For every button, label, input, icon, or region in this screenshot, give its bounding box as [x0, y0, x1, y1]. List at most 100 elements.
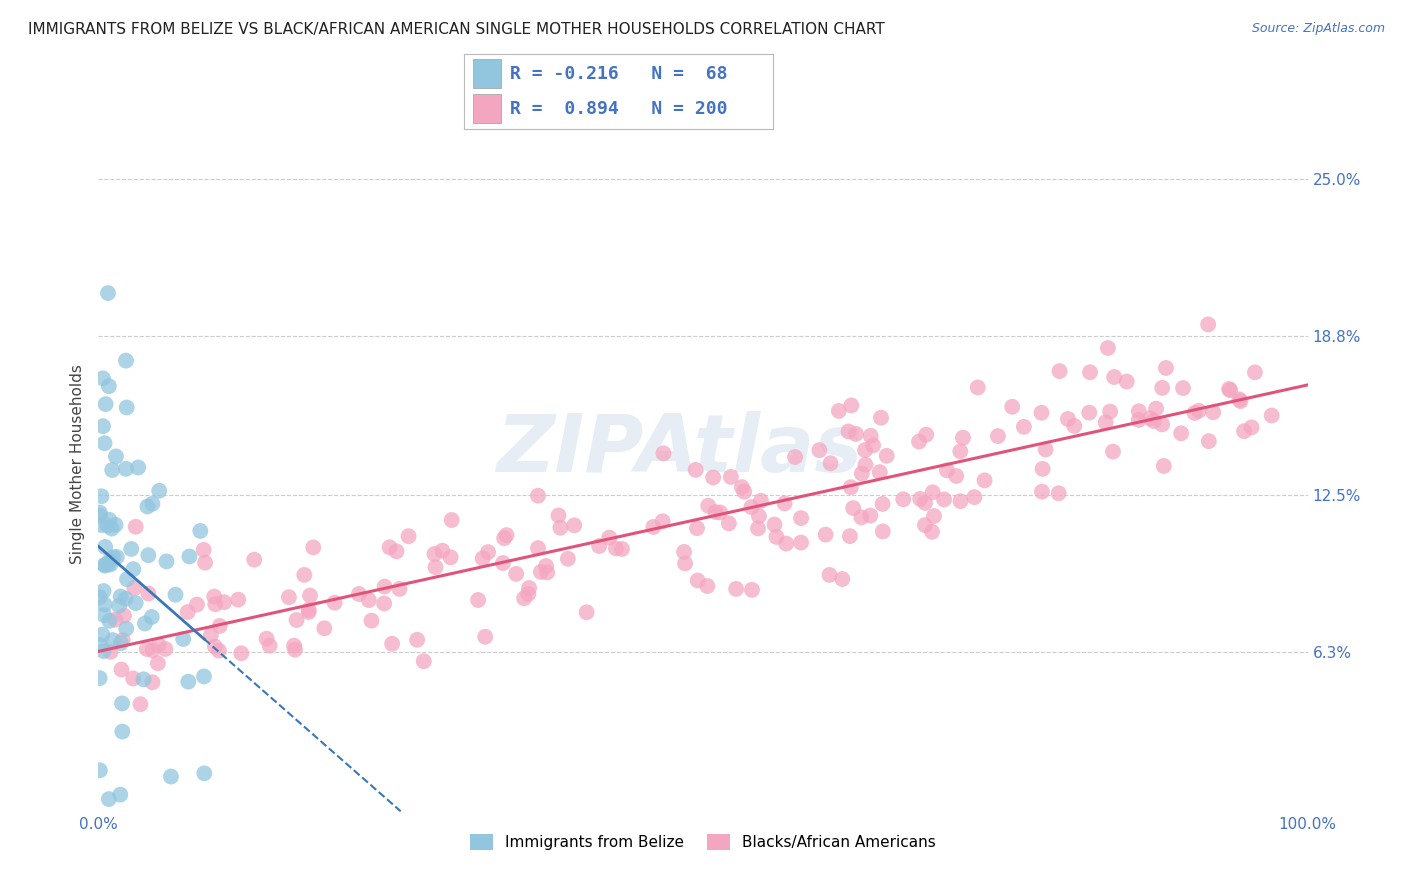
Point — [378, 541, 401, 555]
Point — [115, 572, 138, 586]
Point — [98, 513, 121, 527]
Point — [808, 443, 831, 458]
Point — [298, 603, 321, 617]
Point — [749, 493, 772, 508]
Point — [1188, 403, 1211, 417]
Point — [775, 536, 797, 550]
Point — [204, 640, 226, 654]
Point — [388, 582, 411, 596]
Point — [91, 371, 114, 385]
Point — [1099, 404, 1122, 418]
Point — [790, 535, 813, 549]
Point — [1031, 484, 1053, 499]
Point — [773, 496, 796, 510]
Point — [851, 467, 873, 481]
Point — [651, 514, 673, 528]
Point — [100, 522, 122, 536]
Point — [914, 496, 936, 510]
Point — [1184, 406, 1206, 420]
Point — [200, 628, 222, 642]
Point — [530, 565, 553, 579]
Point — [783, 450, 806, 464]
Point — [129, 697, 152, 711]
Point — [298, 605, 321, 619]
Point — [122, 672, 145, 686]
Point — [527, 489, 550, 503]
Point — [125, 520, 148, 534]
Point — [425, 560, 447, 574]
Point — [115, 353, 138, 368]
Point — [439, 550, 461, 565]
Point — [381, 637, 404, 651]
Point — [1047, 486, 1070, 500]
Point — [474, 630, 496, 644]
Point — [89, 508, 111, 523]
Point — [212, 595, 235, 609]
Point — [115, 462, 138, 476]
Point — [949, 494, 972, 508]
Point — [673, 557, 696, 571]
Point — [859, 429, 882, 443]
Point — [115, 401, 138, 415]
Point — [138, 548, 160, 562]
Point — [98, 553, 121, 567]
Point — [517, 581, 540, 595]
Point — [101, 463, 124, 477]
Point — [876, 449, 898, 463]
Point — [98, 558, 121, 572]
Point — [1198, 434, 1220, 449]
Point — [855, 458, 877, 472]
Point — [643, 520, 665, 534]
Point — [120, 541, 142, 556]
Point — [838, 425, 860, 439]
Point — [547, 508, 569, 523]
Point — [283, 639, 305, 653]
Point — [204, 597, 226, 611]
Point — [534, 558, 557, 573]
Point — [1128, 404, 1150, 418]
Point — [845, 427, 868, 442]
Point — [124, 581, 146, 595]
Point — [202, 590, 225, 604]
Point — [921, 524, 943, 539]
Point — [208, 619, 231, 633]
Point — [1115, 375, 1137, 389]
Point — [93, 436, 115, 450]
Point — [536, 566, 558, 580]
Point — [921, 485, 943, 500]
Point — [108, 599, 131, 613]
Point — [259, 639, 281, 653]
Point — [98, 614, 121, 628]
Point — [702, 470, 724, 484]
Point — [1032, 462, 1054, 476]
Point — [127, 460, 149, 475]
Point — [720, 470, 742, 484]
Point — [90, 489, 112, 503]
Point — [90, 518, 112, 533]
Point — [89, 671, 111, 685]
Point — [1057, 412, 1080, 426]
Point — [179, 549, 201, 564]
Point — [110, 590, 132, 604]
Point — [124, 596, 146, 610]
Point — [1244, 365, 1267, 379]
Point — [138, 586, 160, 600]
Point — [89, 591, 111, 605]
Point — [122, 562, 145, 576]
Point — [357, 593, 380, 607]
Point — [575, 605, 598, 619]
Point — [114, 591, 136, 606]
Point — [839, 480, 862, 494]
Point — [299, 589, 322, 603]
Text: Source: ZipAtlas.com: Source: ZipAtlas.com — [1251, 22, 1385, 36]
Point — [505, 566, 527, 581]
Point — [398, 529, 420, 543]
Point — [111, 633, 134, 648]
Point — [96, 518, 118, 533]
Point — [1001, 400, 1024, 414]
Point — [686, 521, 709, 535]
Point — [256, 632, 278, 646]
Point — [717, 516, 740, 531]
Point — [527, 541, 550, 555]
Point — [467, 593, 489, 607]
